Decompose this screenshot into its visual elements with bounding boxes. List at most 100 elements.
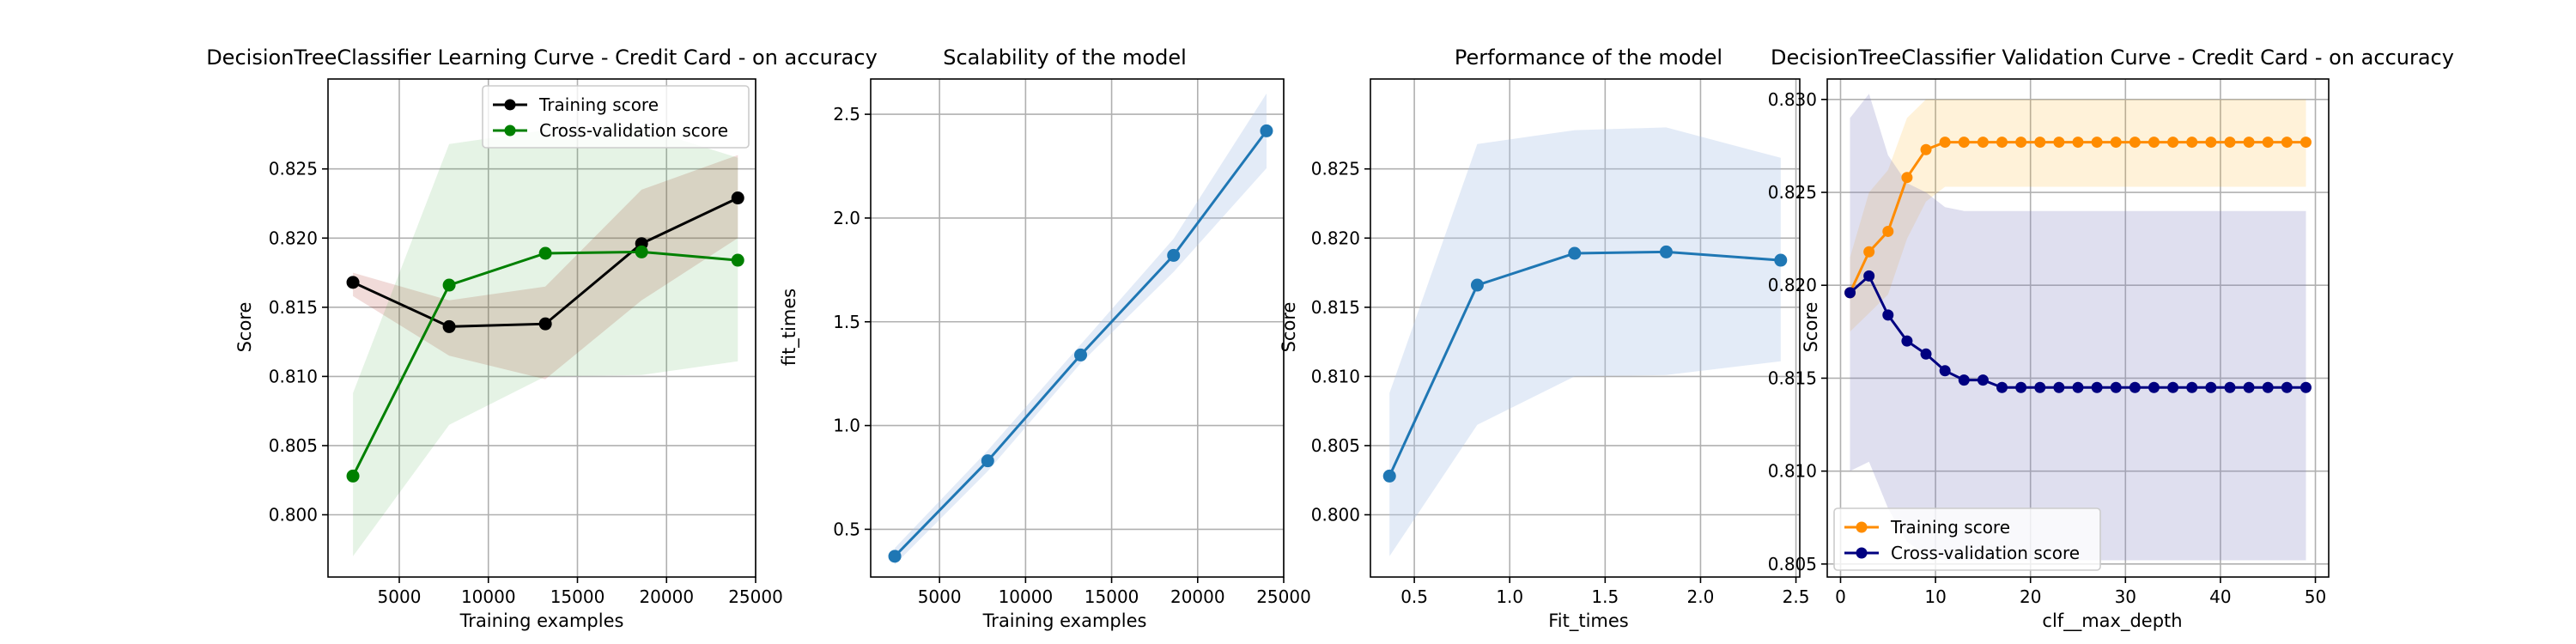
y-tick-label: 2.5: [833, 104, 860, 125]
data-point: [2148, 137, 2160, 149]
confidence-band: [353, 127, 738, 556]
data-point: [2243, 381, 2255, 393]
x-tick-label: 25000: [1256, 586, 1311, 607]
panel-validation-curve: DecisionTreeClassifier Validation Curve …: [1768, 46, 2454, 632]
x-tick-label: 10: [1924, 586, 1946, 607]
legend-label: Cross-validation score: [1891, 543, 2080, 563]
y-tick-label: 0.805: [1311, 435, 1360, 456]
data-point: [2053, 137, 2065, 149]
data-point: [346, 276, 360, 289]
data-point: [2034, 381, 2046, 393]
legend-marker: [504, 99, 516, 111]
panel1-title: DecisionTreeClassifier Learning Curve - …: [206, 46, 878, 70]
panel4-xlabel: clf__max_depth: [2042, 611, 2182, 632]
legend: Training score Cross-validation score: [1833, 507, 2101, 571]
data-point: [1260, 124, 1273, 137]
data-point: [2281, 137, 2293, 149]
data-point: [1568, 246, 1582, 260]
legend-marker: [504, 125, 516, 137]
x-tick-label: 15000: [1084, 586, 1139, 607]
y-tick-label: 0.820: [269, 228, 318, 248]
data-point: [1901, 335, 1913, 347]
y-tick-label: 1.5: [833, 312, 860, 332]
data-point: [1939, 137, 1951, 149]
panel2-xlabel: Training examples: [982, 611, 1147, 631]
data-point: [2091, 381, 2103, 393]
data-point: [1863, 270, 1875, 282]
x-tick-label: 1.0: [1496, 586, 1523, 607]
x-tick-label: 15000: [550, 586, 605, 607]
panel1-plot: 5000 10000 15000 20000 25000 0.800 0.805 0.810 0…: [269, 78, 783, 607]
data-point: [2186, 381, 2198, 393]
y-tick-label: 0.800: [1311, 505, 1360, 526]
data-point: [2262, 381, 2274, 393]
y-tick-label: 0.805: [269, 435, 318, 456]
x-tick-label: 2.0: [1687, 586, 1715, 607]
data-point: [2110, 381, 2122, 393]
legend-box: [482, 85, 750, 149]
y-tick-label: 0.800: [269, 505, 318, 526]
panel3-xlabel: Fit_times: [1548, 611, 1629, 632]
data-point: [1920, 143, 1932, 155]
confidence-band: [1850, 99, 2306, 332]
data-point: [538, 246, 552, 260]
legend: Training score Cross-validation score: [482, 85, 750, 149]
data-point: [1920, 348, 1932, 360]
panel-learning-curve: DecisionTreeClassifier Learning Curve - …: [206, 46, 878, 631]
legend-label: Training score: [1890, 517, 2010, 538]
axes-frame: [1826, 78, 2330, 578]
panel-scalability: Scalability of the model Training exampl…: [779, 46, 1311, 631]
y-tick-label: 0.805: [1768, 554, 1817, 574]
confidence-band: [1389, 127, 1781, 556]
confidence-band: [895, 93, 1267, 565]
y-tick-label: 0.820: [1311, 228, 1360, 248]
y-tick-label: 0.810: [1768, 461, 1817, 482]
x-tick-label: 40: [2209, 586, 2231, 607]
data-point: [1958, 137, 1970, 149]
panel4-title: DecisionTreeClassifier Validation Curve …: [1771, 46, 2454, 70]
data-point: [2262, 137, 2274, 149]
x-tick-label: 20: [2020, 586, 2041, 607]
data-point: [1977, 374, 1989, 386]
panel-performance: Performance of the model Fit_times Score…: [1279, 46, 1809, 632]
data-point: [635, 245, 648, 258]
y-tick-label: 0.820: [1768, 275, 1817, 295]
x-tick-label: 5000: [378, 586, 422, 607]
data-point: [346, 469, 360, 483]
data-point: [1863, 246, 1875, 258]
y-tick-label: 0.815: [1768, 368, 1817, 388]
panel1-ylabel: Score: [234, 302, 255, 353]
confidence-band: [1850, 94, 2306, 561]
axes-frame: [870, 78, 1285, 578]
data-point: [2243, 137, 2255, 149]
data-point: [2167, 137, 2179, 149]
data-point: [1996, 381, 2008, 393]
x-tick-label: 0.5: [1400, 586, 1428, 607]
data-point: [2110, 137, 2122, 149]
y-tick-label: 1.0: [833, 416, 860, 436]
y-tick-label: 0.810: [269, 366, 318, 386]
x-tick-label: 30: [2115, 586, 2136, 607]
data-point: [2129, 137, 2141, 149]
data-point: [1882, 309, 1894, 321]
data-point: [1977, 137, 1989, 149]
y-tick-label: 2.0: [833, 208, 860, 228]
x-tick-label: 50: [2305, 586, 2326, 607]
data-point: [2300, 137, 2312, 149]
y-tick-label: 0.5: [833, 519, 860, 539]
x-tick-label: 2.5: [1783, 586, 1810, 607]
axes-frame: [1370, 78, 1801, 578]
panel4-ylabel: Score: [1801, 302, 1821, 353]
y-tick-label: 0.830: [1768, 89, 1817, 110]
data-point: [2072, 381, 2084, 393]
x-tick-label: 10000: [461, 586, 516, 607]
legend-marker: [1856, 521, 1868, 533]
legend-box: [1833, 507, 2101, 571]
y-tick-label: 0.825: [1311, 159, 1360, 179]
data-point: [981, 454, 994, 468]
data-point: [1074, 348, 1088, 361]
data-point: [2281, 381, 2293, 393]
data-point: [731, 191, 744, 205]
data-point: [1659, 245, 1673, 258]
data-point: [1939, 365, 1951, 377]
